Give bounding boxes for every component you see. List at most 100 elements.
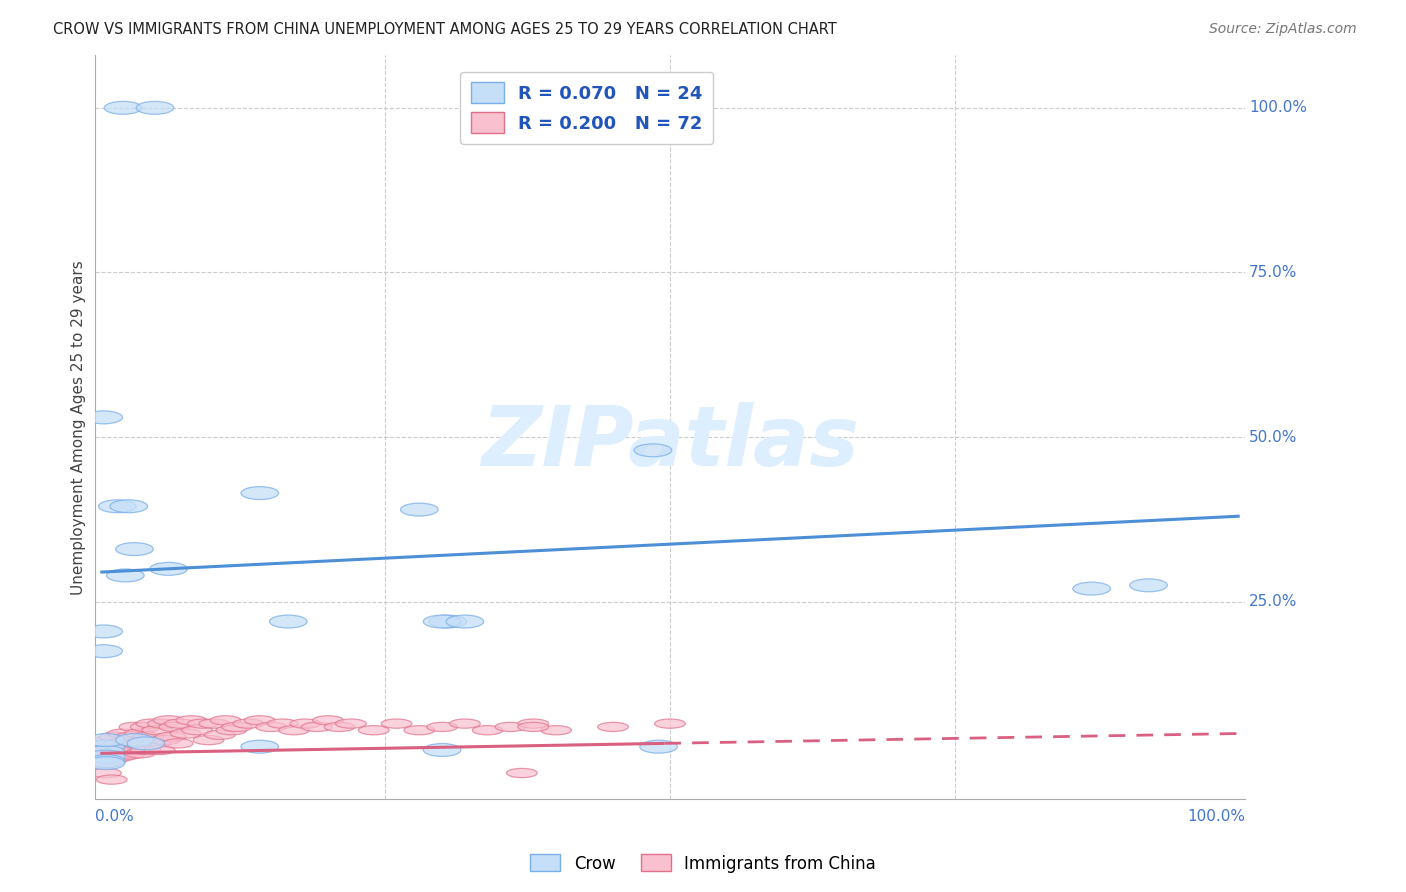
- Ellipse shape: [312, 715, 343, 725]
- Ellipse shape: [634, 444, 672, 457]
- Ellipse shape: [110, 500, 148, 513]
- Ellipse shape: [325, 723, 354, 731]
- Text: 100.0%: 100.0%: [1249, 100, 1306, 115]
- Ellipse shape: [96, 746, 127, 755]
- Ellipse shape: [153, 715, 184, 725]
- Ellipse shape: [114, 750, 145, 759]
- Ellipse shape: [198, 719, 229, 728]
- Ellipse shape: [87, 750, 125, 763]
- Ellipse shape: [87, 733, 125, 747]
- Ellipse shape: [125, 729, 156, 738]
- Ellipse shape: [103, 748, 132, 758]
- Ellipse shape: [84, 645, 122, 657]
- Ellipse shape: [423, 615, 461, 628]
- Ellipse shape: [472, 725, 503, 735]
- Ellipse shape: [84, 756, 115, 765]
- Ellipse shape: [98, 500, 136, 513]
- Ellipse shape: [1130, 579, 1167, 591]
- Text: 0.0%: 0.0%: [94, 809, 134, 824]
- Ellipse shape: [290, 719, 321, 728]
- Ellipse shape: [121, 739, 152, 748]
- Ellipse shape: [108, 742, 138, 751]
- Ellipse shape: [145, 746, 174, 755]
- Ellipse shape: [156, 732, 187, 741]
- Ellipse shape: [139, 739, 170, 748]
- Ellipse shape: [148, 719, 179, 728]
- Ellipse shape: [120, 746, 150, 755]
- Ellipse shape: [217, 725, 246, 735]
- Ellipse shape: [165, 719, 195, 728]
- Ellipse shape: [495, 723, 526, 731]
- Ellipse shape: [87, 746, 118, 755]
- Ellipse shape: [98, 742, 129, 751]
- Ellipse shape: [301, 723, 332, 731]
- Ellipse shape: [87, 740, 125, 753]
- Ellipse shape: [131, 723, 162, 731]
- Ellipse shape: [89, 752, 120, 761]
- Ellipse shape: [162, 739, 193, 748]
- Legend: R = 0.070   N = 24, R = 0.200   N = 72: R = 0.070 N = 24, R = 0.200 N = 72: [460, 71, 713, 144]
- Ellipse shape: [87, 746, 125, 758]
- Ellipse shape: [211, 715, 240, 725]
- Ellipse shape: [94, 736, 125, 745]
- Ellipse shape: [105, 752, 136, 761]
- Ellipse shape: [104, 102, 142, 114]
- Ellipse shape: [107, 569, 145, 582]
- Ellipse shape: [150, 736, 180, 745]
- Ellipse shape: [267, 719, 298, 728]
- Text: ZIPatlas: ZIPatlas: [481, 401, 859, 483]
- Ellipse shape: [115, 542, 153, 556]
- Ellipse shape: [90, 739, 121, 748]
- Ellipse shape: [131, 746, 162, 755]
- Ellipse shape: [120, 723, 150, 731]
- Ellipse shape: [84, 742, 115, 751]
- Ellipse shape: [222, 723, 253, 731]
- Text: 50.0%: 50.0%: [1249, 430, 1298, 444]
- Ellipse shape: [541, 725, 571, 735]
- Ellipse shape: [1073, 582, 1111, 595]
- Ellipse shape: [136, 719, 167, 728]
- Text: CROW VS IMMIGRANTS FROM CHINA UNEMPLOYMENT AMONG AGES 25 TO 29 YEARS CORRELATION: CROW VS IMMIGRANTS FROM CHINA UNEMPLOYME…: [53, 22, 837, 37]
- Ellipse shape: [506, 768, 537, 778]
- Ellipse shape: [426, 723, 457, 731]
- Ellipse shape: [176, 715, 207, 725]
- Ellipse shape: [104, 739, 135, 748]
- Ellipse shape: [96, 775, 127, 784]
- Ellipse shape: [655, 719, 685, 728]
- Ellipse shape: [245, 715, 276, 725]
- Ellipse shape: [127, 737, 165, 750]
- Ellipse shape: [84, 411, 122, 424]
- Ellipse shape: [150, 562, 187, 575]
- Ellipse shape: [381, 719, 412, 728]
- Ellipse shape: [100, 732, 131, 741]
- Ellipse shape: [450, 719, 481, 728]
- Ellipse shape: [640, 740, 678, 753]
- Ellipse shape: [115, 732, 146, 741]
- Ellipse shape: [110, 748, 141, 758]
- Ellipse shape: [240, 740, 278, 753]
- Text: 100.0%: 100.0%: [1188, 809, 1246, 824]
- Ellipse shape: [114, 737, 145, 746]
- Ellipse shape: [90, 758, 121, 768]
- Ellipse shape: [142, 725, 173, 735]
- Text: 75.0%: 75.0%: [1249, 265, 1298, 280]
- Ellipse shape: [159, 723, 190, 731]
- Ellipse shape: [187, 719, 218, 728]
- Ellipse shape: [125, 748, 156, 758]
- Ellipse shape: [170, 729, 201, 738]
- Ellipse shape: [204, 731, 235, 739]
- Ellipse shape: [270, 615, 307, 628]
- Ellipse shape: [87, 756, 125, 770]
- Ellipse shape: [108, 729, 138, 738]
- Ellipse shape: [132, 732, 163, 741]
- Ellipse shape: [128, 736, 159, 745]
- Ellipse shape: [517, 723, 548, 731]
- Y-axis label: Unemployment Among Ages 25 to 29 years: Unemployment Among Ages 25 to 29 years: [72, 260, 86, 595]
- Ellipse shape: [429, 615, 467, 628]
- Ellipse shape: [359, 725, 389, 735]
- Ellipse shape: [193, 736, 224, 745]
- Ellipse shape: [240, 487, 278, 500]
- Ellipse shape: [401, 503, 439, 516]
- Ellipse shape: [136, 102, 174, 114]
- Ellipse shape: [90, 768, 121, 778]
